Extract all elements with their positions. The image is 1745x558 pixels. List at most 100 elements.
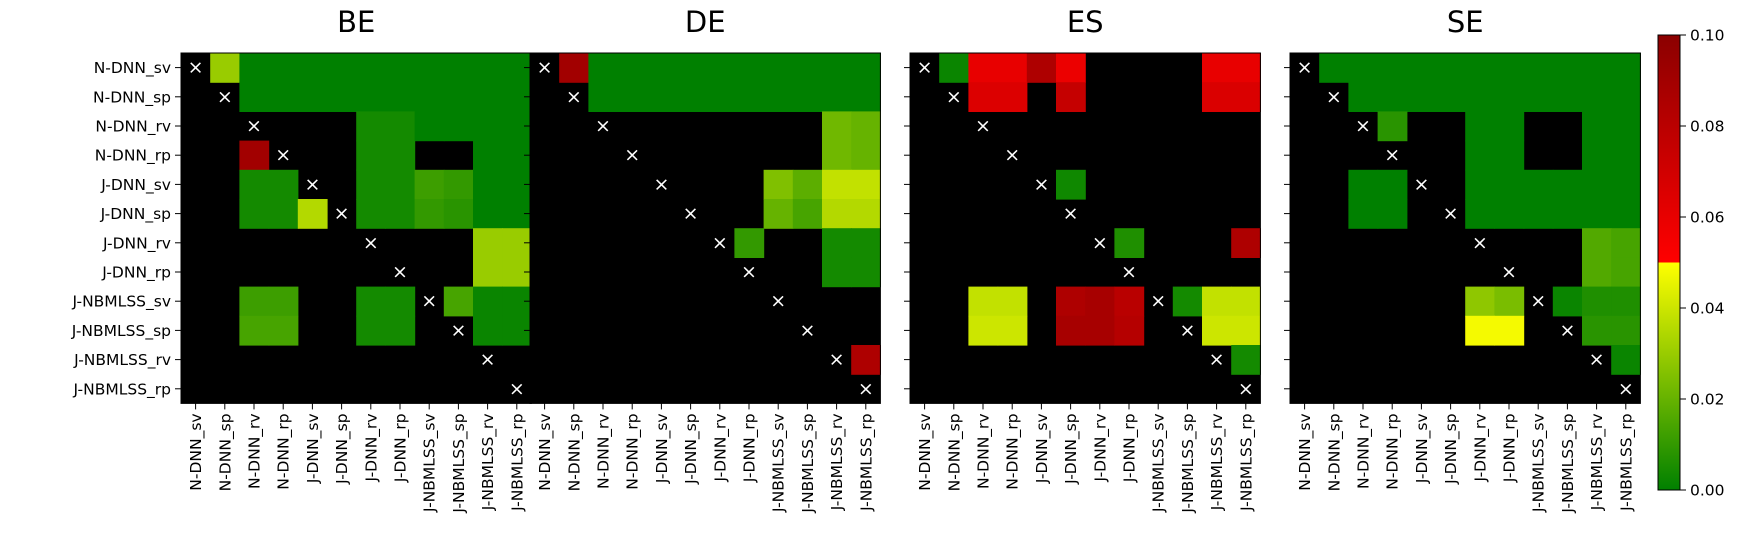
heatmap-cell bbox=[1611, 286, 1641, 317]
heatmap-cell bbox=[646, 82, 677, 112]
heatmap-cell bbox=[1231, 315, 1261, 346]
diagonal-marker: × bbox=[1063, 203, 1079, 225]
x-tick-label: J-NBMLSS_sp bbox=[799, 413, 818, 513]
heatmap-cell bbox=[356, 111, 386, 142]
heatmap-cell bbox=[1348, 53, 1379, 83]
y-tick-label: N-DNN_rv bbox=[95, 118, 171, 137]
diagonal-marker: × bbox=[1501, 261, 1517, 283]
heatmap-cell bbox=[297, 82, 328, 112]
diagonal-marker: × bbox=[683, 203, 699, 225]
heatmap-cell bbox=[1202, 315, 1232, 346]
diagonal-marker: × bbox=[334, 203, 350, 225]
heatmap-cell bbox=[443, 286, 474, 317]
heatmap-cell bbox=[822, 140, 852, 171]
x-tick-label: N-DNN_rv bbox=[246, 413, 265, 489]
heatmap-cell bbox=[997, 82, 1028, 112]
heatmap-cell bbox=[297, 53, 328, 83]
heatmap-cell bbox=[1056, 315, 1086, 346]
heatmap-cell bbox=[1056, 169, 1086, 200]
heatmap-cell bbox=[473, 315, 503, 346]
heatmap-cell bbox=[1202, 286, 1232, 317]
heatmap-cell bbox=[1611, 199, 1641, 229]
x-tick-label: J-NBMLSS_rv bbox=[1208, 413, 1227, 511]
heatmap-cell bbox=[1465, 169, 1495, 200]
y-tick-label: N-DNN_sv bbox=[94, 59, 171, 78]
heatmap-cell bbox=[1523, 53, 1554, 83]
diagonal-marker: × bbox=[1033, 173, 1049, 195]
diagonal-marker: × bbox=[392, 261, 408, 283]
heatmap-cell bbox=[1026, 53, 1057, 83]
y-tick-label: J-DNN_sp bbox=[100, 205, 171, 224]
x-tick-label: J-NBMLSS_rv bbox=[479, 413, 498, 511]
x-tick-label: N-DNN_sv bbox=[916, 413, 935, 490]
heatmap-cell bbox=[473, 140, 503, 171]
heatmap-cell bbox=[414, 82, 445, 112]
heatmap-cell bbox=[997, 286, 1028, 317]
heatmap-cell bbox=[1582, 169, 1612, 200]
heatmap-cell bbox=[356, 286, 386, 317]
diagonal-marker: × bbox=[566, 86, 582, 108]
diagonal-marker: × bbox=[829, 349, 845, 371]
heatmap-cell bbox=[968, 82, 999, 112]
diagonal-marker: × bbox=[1179, 319, 1195, 341]
heatmap-cell bbox=[1582, 286, 1612, 317]
y-tick-label: J-DNN_rv bbox=[102, 234, 171, 253]
x-tick-label: N-DNN_rv bbox=[595, 413, 614, 489]
panel-de: DE × × × × × × × × × × × × N-DNN_sv N-DNN_sp N-DNN_rv N-… bbox=[524, 5, 881, 514]
heatmap-cell bbox=[1611, 257, 1641, 288]
heatmap-cell bbox=[763, 199, 794, 229]
x-tick-label: N-DNN_sp bbox=[565, 413, 584, 491]
x-tick-label: N-DNN_rp bbox=[275, 413, 294, 489]
heatmap-cell bbox=[1552, 169, 1583, 200]
diagonal-marker: × bbox=[537, 57, 553, 79]
panel-title: SE bbox=[1447, 5, 1484, 39]
heatmap-cell bbox=[1552, 199, 1583, 229]
heatmap-cell bbox=[1377, 199, 1408, 229]
heatmap-cell bbox=[239, 169, 270, 200]
x-tick-label: J-NBMLSS_sv bbox=[421, 413, 440, 513]
diagonal-marker: × bbox=[1121, 261, 1137, 283]
colorbar-tick-label: 0.00 bbox=[1690, 482, 1725, 500]
heatmap-cell bbox=[443, 111, 474, 142]
diagonal-marker: × bbox=[1004, 144, 1020, 166]
heatmap-cell bbox=[210, 53, 240, 83]
colorbar-tick-label: 0.10 bbox=[1690, 27, 1725, 45]
heatmap-cell bbox=[385, 169, 416, 200]
heatmap-cell bbox=[1611, 169, 1641, 200]
x-tick-label: J-NBMLSS_rp bbox=[1617, 413, 1636, 512]
panel-title: DE bbox=[685, 5, 726, 39]
x-tick-label: N-DNN_rv bbox=[1355, 413, 1374, 489]
heatmap-cell bbox=[1494, 53, 1525, 83]
heatmap-cell bbox=[1465, 315, 1495, 346]
heatmap-cell bbox=[763, 53, 794, 83]
heatmap-cell bbox=[1582, 53, 1612, 83]
heatmap-cell bbox=[705, 82, 735, 112]
heatmap-cell bbox=[356, 315, 386, 346]
heatmap-cell bbox=[1611, 228, 1641, 258]
heatmap-cell bbox=[473, 169, 503, 200]
diagonal-marker: × bbox=[1209, 349, 1225, 371]
heatmap-cell bbox=[268, 199, 299, 229]
heatmap-cell bbox=[1231, 82, 1261, 112]
heatmap-cell bbox=[792, 53, 823, 83]
heatmap-cell bbox=[1085, 315, 1115, 346]
x-tick-label: N-DNN_rp bbox=[1384, 413, 1403, 489]
x-tick-label: N-DNN_sp bbox=[216, 413, 235, 491]
diagonal-marker: × bbox=[421, 290, 437, 312]
heatmap-cell bbox=[1377, 111, 1408, 142]
heatmap-cell bbox=[356, 140, 386, 171]
diagonal-marker: × bbox=[770, 290, 786, 312]
diagonal-marker: × bbox=[653, 173, 669, 195]
heatmap-cell bbox=[385, 315, 416, 346]
heatmap-cell bbox=[1377, 82, 1408, 112]
heatmap-cell bbox=[1552, 53, 1583, 83]
heatmap-cell bbox=[356, 169, 386, 200]
heatmap-cell bbox=[297, 199, 328, 229]
heatmap-cell bbox=[1494, 111, 1525, 142]
diagonal-marker: × bbox=[1530, 290, 1546, 312]
heatmap-cell bbox=[239, 199, 270, 229]
x-tick-label: J-NBMLSS_sv bbox=[1150, 413, 1169, 513]
diagonal-marker: × bbox=[1413, 173, 1429, 195]
heatmap-cell bbox=[968, 53, 999, 83]
x-tick-label: N-DNN_rv bbox=[975, 413, 994, 489]
